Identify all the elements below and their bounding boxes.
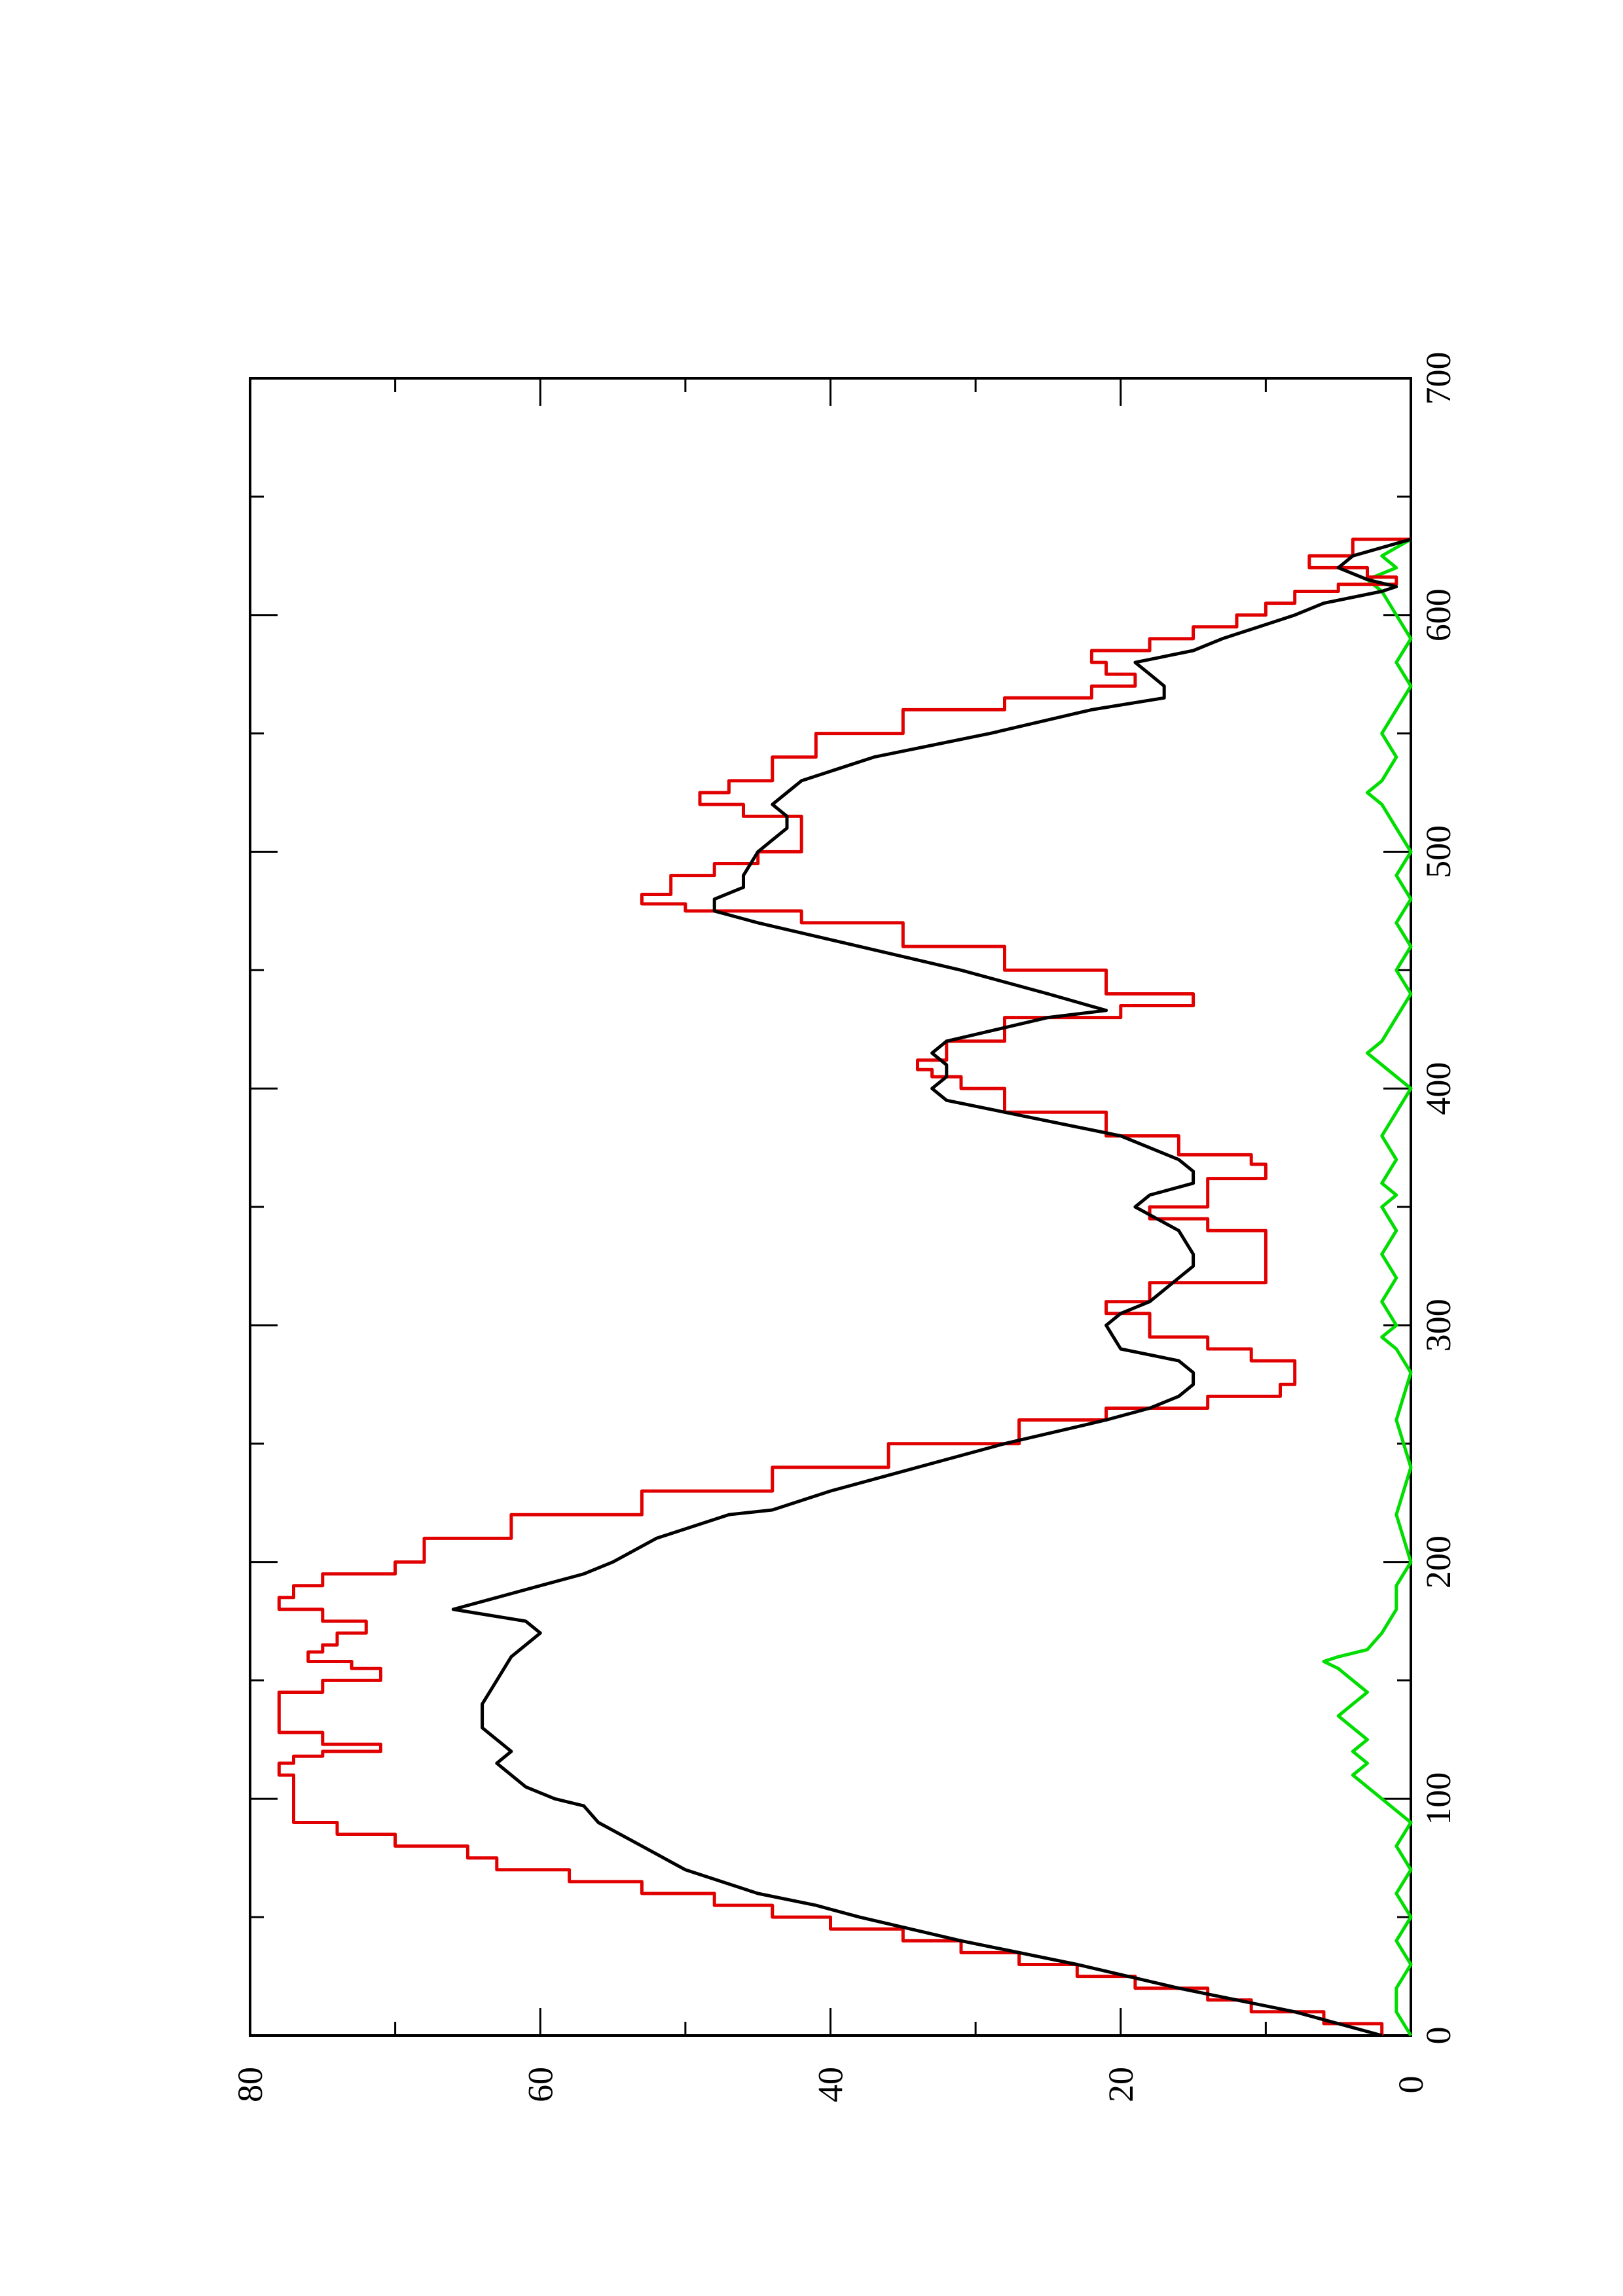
x-tick-label: 600: [1419, 588, 1458, 641]
x-tick-label: 200: [1419, 1535, 1458, 1588]
series-line-black: [451, 537, 1412, 2037]
y-tick-label: 20: [1101, 2067, 1140, 2102]
x-tick-label: 100: [1419, 1772, 1458, 1825]
y-tick-label: 0: [1391, 2076, 1431, 2094]
series-line-green: [1322, 537, 1413, 2037]
x-tick-label: 300: [1419, 1299, 1458, 1352]
x-tick-label: 0: [1419, 2027, 1458, 2045]
series-line-red: [277, 537, 1411, 2036]
y-tick-label: 40: [811, 2067, 850, 2102]
series-layer: [277, 537, 1413, 2037]
axis-tick-labels: 0 100 200 300 400 500 600 700 0 20 40 60 80: [230, 352, 1458, 2103]
y-tick-label: 60: [520, 2067, 560, 2102]
y-tick-label: 80: [230, 2067, 270, 2102]
x-tick-label: 500: [1419, 825, 1458, 878]
x-tick-label: 700: [1419, 352, 1458, 405]
x-tick-label: 400: [1419, 1062, 1458, 1115]
